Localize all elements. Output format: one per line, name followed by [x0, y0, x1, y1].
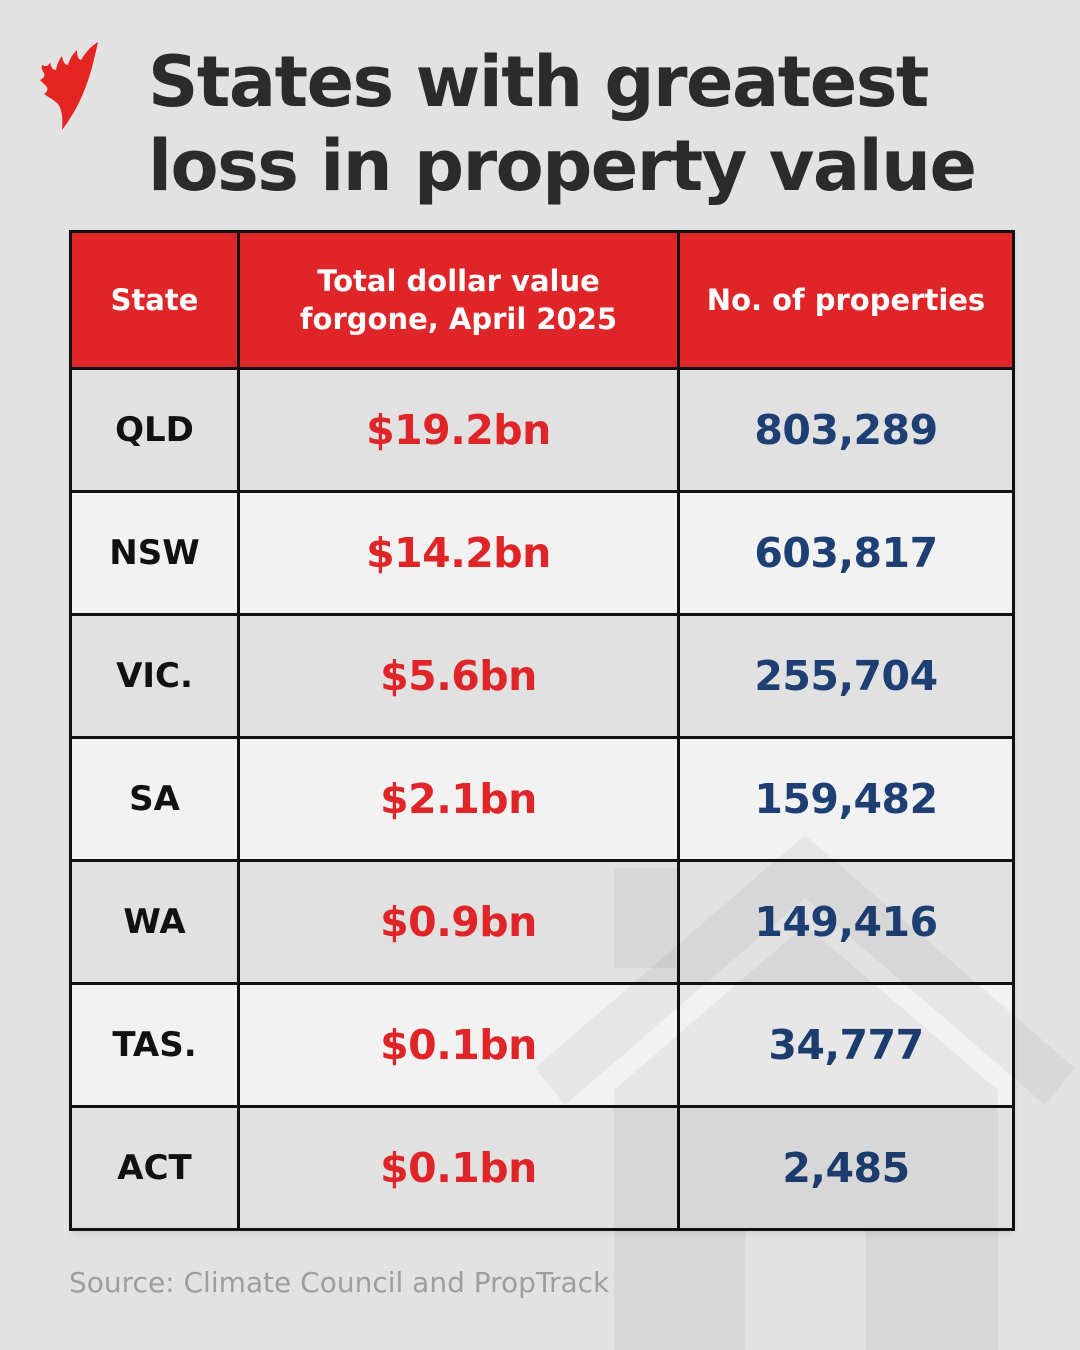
table-row: VIC. $5.6bn 255,704 [69, 613, 1015, 739]
table-row: NSW $14.2bn 603,817 [69, 490, 1015, 616]
sbs-logo-icon [40, 42, 98, 130]
table-row: TAS. $0.1bn 34,777 [69, 982, 1015, 1108]
table-row: ACT $0.1bn 2,485 [69, 1105, 1015, 1231]
table-row: WA $0.9bn 149,416 [69, 859, 1015, 985]
count-cell: 149,416 [677, 859, 1015, 985]
value-cell: $2.1bn [237, 736, 680, 862]
table-row: SA $2.1bn 159,482 [69, 736, 1015, 862]
value-cell: $0.1bn [237, 982, 680, 1108]
count-cell: 2,485 [677, 1105, 1015, 1231]
source-credit: Source: Climate Council and PropTrack [69, 1266, 610, 1299]
state-cell: QLD [69, 367, 240, 493]
count-cell: 255,704 [677, 613, 1015, 739]
value-cell: $19.2bn [237, 367, 680, 493]
state-cell: VIC. [69, 613, 240, 739]
state-cell: TAS. [69, 982, 240, 1108]
header-state: State [69, 230, 240, 370]
value-cell: $0.9bn [237, 859, 680, 985]
property-loss-table: State Total dollar value forgone, April … [69, 230, 1015, 1231]
count-cell: 159,482 [677, 736, 1015, 862]
value-cell: $14.2bn [237, 490, 680, 616]
state-cell: SA [69, 736, 240, 862]
table-header-row: State Total dollar value forgone, April … [69, 230, 1015, 370]
value-cell: $5.6bn [237, 613, 680, 739]
count-cell: 603,817 [677, 490, 1015, 616]
page-title: States with greatest loss in property va… [148, 40, 977, 208]
state-cell: ACT [69, 1105, 240, 1231]
header-property-count: No. of properties [677, 230, 1015, 370]
count-cell: 803,289 [677, 367, 1015, 493]
table-row: QLD $19.2bn 803,289 [69, 367, 1015, 493]
state-cell: NSW [69, 490, 240, 616]
state-cell: WA [69, 859, 240, 985]
title-line-2: loss in property value [148, 125, 977, 207]
value-cell: $0.1bn [237, 1105, 680, 1231]
count-cell: 34,777 [677, 982, 1015, 1108]
title-line-1: States with greatest [148, 41, 929, 123]
header-total-value: Total dollar value forgone, April 2025 [237, 230, 680, 370]
